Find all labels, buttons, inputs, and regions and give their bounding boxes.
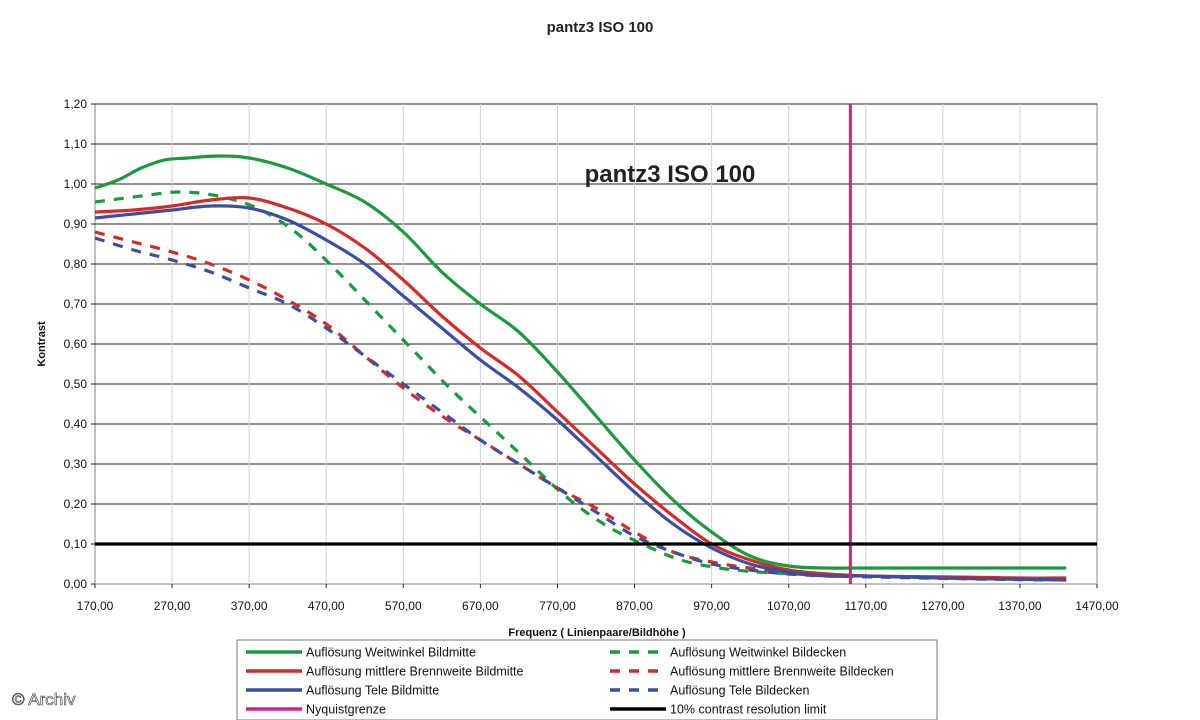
legend-label: Auflösung Weitwinkel Bildmitte <box>306 646 476 660</box>
watermark-text: © Archiv <box>12 690 76 709</box>
x-tick-label: 570,00 <box>385 599 422 613</box>
x-tick-label: 370,00 <box>231 599 268 613</box>
legend-label: Nyquistgrenze <box>306 703 386 717</box>
series-line-6 <box>94 236 1067 582</box>
x-tick-label: 170,00 <box>77 599 114 613</box>
x-tick-label: 1170,00 <box>845 599 888 613</box>
y-tick-label: 1,10 <box>64 137 88 151</box>
x-tick-label: 670,00 <box>462 599 499 613</box>
y-tick-label: 0,70 <box>64 297 88 311</box>
x-tick-label: 1370,00 <box>998 599 1042 613</box>
legend-label: Auflösung Weitwinkel Bildecken <box>670 646 846 660</box>
legend-label: Auflösung mittlere Brennweite Bildecken <box>670 665 894 679</box>
y-tick-label: 0,40 <box>64 417 88 431</box>
x-tick-label: 470,00 <box>308 599 345 613</box>
x-tick-label: 970,00 <box>693 599 730 613</box>
y-tick-label: 0,60 <box>64 337 88 351</box>
x-tick-labels: 170,00 270,00 370,00 470,00 570,00 670,00 770,… <box>77 599 1119 613</box>
x-tick-label: 1470,00 <box>1075 599 1119 613</box>
y-tick-label: 0,50 <box>64 377 88 391</box>
reference-lines <box>95 104 1097 584</box>
legend-label: Auflösung Tele Bildmitte <box>306 684 439 698</box>
legend-label: Auflösung Tele Bildecken <box>670 684 809 698</box>
y-tick-label: 1,00 <box>64 177 88 191</box>
x-tick-label: 1070,00 <box>767 599 811 613</box>
series-line-5 <box>94 204 1067 582</box>
legend: Auflösung Weitwinkel Bildmitte Auflösung … <box>236 639 938 720</box>
chart-title: pantz3 ISO 100 <box>547 19 654 36</box>
x-tick-label: 270,00 <box>154 599 191 613</box>
y-tick-label: 0,00 <box>64 577 88 591</box>
y-axis-label: Kontrast <box>36 321 48 367</box>
series-lines <box>94 154 1067 582</box>
legend-label: 10% contrast resolution limit <box>670 703 827 717</box>
legend-label: Auflösung mittlere Brennweite Bildmitte <box>306 665 524 679</box>
y-tick-label: 0,80 <box>64 257 88 271</box>
series-line-1 <box>94 154 1067 570</box>
y-tick-label: 0,10 <box>64 537 88 551</box>
x-tick-label: 770,00 <box>539 599 576 613</box>
legend-box <box>236 639 938 720</box>
x-axis-label: Frequenz ( Linienpaare/Bildhöhe ) <box>508 627 686 639</box>
inner-chart-title: pantz3 ISO 100 <box>585 161 756 188</box>
y-tick-label: 0,20 <box>64 497 88 511</box>
y-tick-label: 0,90 <box>64 217 88 231</box>
y-tick-labels: 0,00 0,10 0,20 0,30 0,40 0,50 0,60 0,70 0,80 0,90… <box>64 97 88 591</box>
x-tick-label: 870,00 <box>616 599 653 613</box>
y-tick-label: 1,20 <box>64 97 88 111</box>
x-tick-label: 1270,00 <box>921 599 965 613</box>
y-tick-label: 0,30 <box>64 457 88 471</box>
